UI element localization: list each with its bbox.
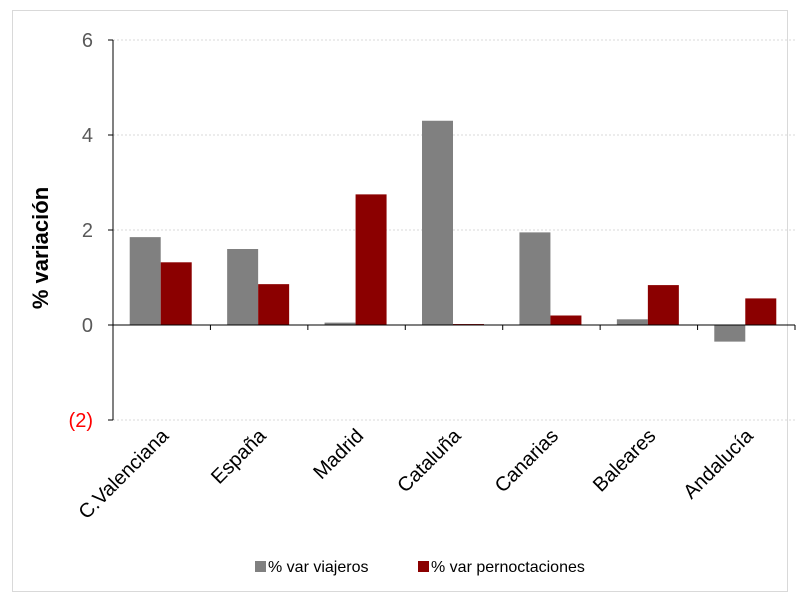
- bars: [129, 120, 777, 342]
- category-label: C.Valenciana: [75, 424, 174, 523]
- category-label: Baleares: [589, 425, 660, 496]
- gridlines: [113, 39, 795, 421]
- bar: [324, 322, 356, 325]
- legend-label: % var pernoctaciones: [431, 559, 585, 576]
- bar: [745, 298, 777, 325]
- chart-frame: [12, 10, 788, 592]
- category-label: Cataluña: [393, 424, 466, 497]
- category-label: España: [207, 424, 271, 488]
- y-tick-label: (2): [69, 410, 93, 432]
- bar: [647, 285, 679, 325]
- legend: % var viajeros % var pernoctaciones: [255, 559, 585, 576]
- bar: [160, 262, 192, 325]
- axes: [108, 39, 796, 421]
- category-label: Canarias: [491, 425, 563, 497]
- bar: [422, 120, 453, 325]
- y-axis-label: % variación: [28, 187, 53, 309]
- bar: [550, 315, 582, 325]
- category-label: Andalucía: [679, 424, 758, 503]
- y-tick-label: 2: [82, 220, 93, 242]
- category-label: Madrid: [309, 425, 368, 484]
- bar: [129, 237, 161, 325]
- bar: [519, 232, 551, 325]
- y-tick-label: 6: [82, 30, 93, 52]
- bar: [227, 249, 259, 325]
- bar: [258, 284, 290, 325]
- legend-swatch: [255, 561, 266, 572]
- y-tick-label: 4: [82, 125, 93, 147]
- bar: [714, 325, 746, 342]
- bar: [355, 194, 387, 325]
- legend-swatch: [418, 561, 429, 572]
- y-tick-label: 0: [82, 315, 93, 337]
- bar: [616, 319, 648, 325]
- legend-label: % var viajeros: [268, 559, 368, 576]
